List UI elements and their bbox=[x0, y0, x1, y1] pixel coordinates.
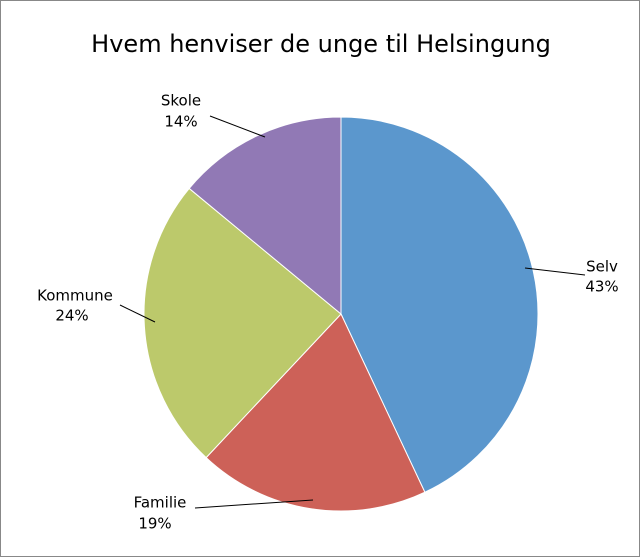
slice-label: Skole bbox=[161, 92, 201, 110]
slice-value-label: 43% bbox=[585, 278, 618, 296]
leader-line bbox=[524, 267, 586, 276]
pie-slice bbox=[205, 313, 426, 512]
leader-line bbox=[194, 499, 314, 509]
pie-slice bbox=[340, 116, 539, 493]
slice-label: Selv bbox=[586, 258, 618, 276]
pie-slice bbox=[143, 187, 342, 459]
leader-line bbox=[209, 115, 266, 138]
leader-line bbox=[119, 304, 156, 323]
pie-slice bbox=[188, 116, 342, 316]
slice-value-label: 24% bbox=[55, 307, 88, 325]
slice-value-label: 19% bbox=[138, 515, 171, 533]
slice-label: Kommune bbox=[37, 287, 113, 305]
slice-label: Familie bbox=[134, 494, 187, 512]
slice-value-label: 14% bbox=[164, 113, 197, 131]
chart-title: Hvem henviser de unge til Helsingung bbox=[91, 30, 551, 58]
